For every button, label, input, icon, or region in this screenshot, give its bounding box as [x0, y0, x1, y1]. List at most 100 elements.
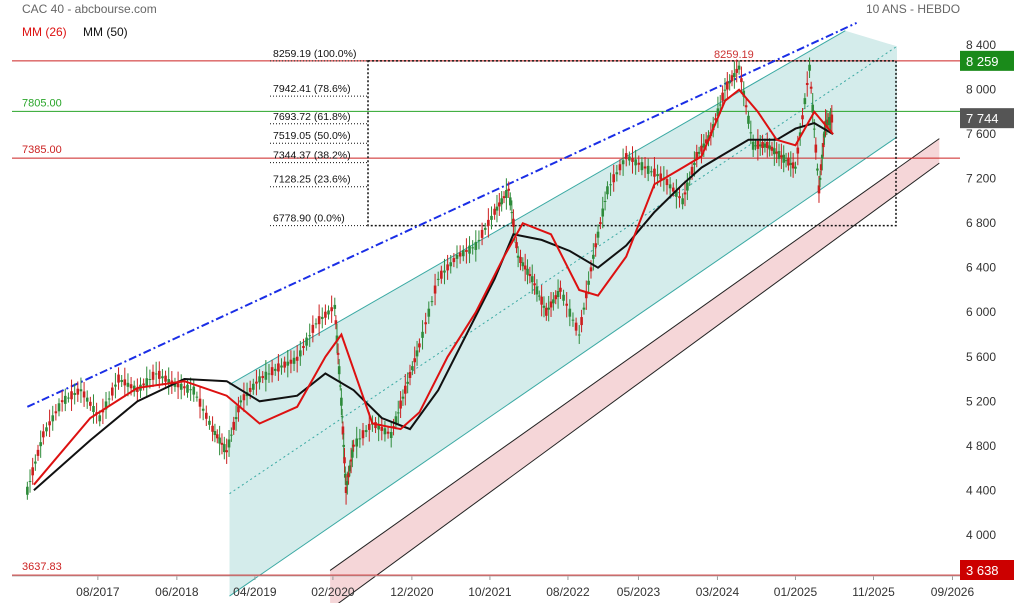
- price-candle: [101, 410, 105, 413]
- fibonacci-retracement: 8259.19 (100.0%) 7942.41 (78.6%) 7693.72 (…: [270, 48, 897, 227]
- price-tag-box: [960, 50, 1014, 71]
- price-candle: [589, 267, 593, 272]
- fibonacci-label: 8259.19 (100.0%): [273, 48, 356, 60]
- price-candle: [756, 140, 760, 149]
- price-candle: [208, 420, 211, 425]
- price-candle: [314, 323, 318, 325]
- price-candle: [347, 473, 350, 478]
- x-tick-label: 06/2018: [155, 585, 199, 599]
- moving-averages: [33, 88, 834, 492]
- price-candle: [763, 143, 767, 148]
- price-candle: [364, 430, 368, 433]
- price-candle: [358, 438, 362, 440]
- price-candle: [335, 335, 339, 342]
- price-candle: [777, 151, 781, 160]
- price-candle: [145, 378, 149, 387]
- price-candle: [668, 184, 672, 189]
- price-candle: [493, 208, 496, 215]
- price-candle: [530, 276, 534, 283]
- price-candle: [176, 383, 180, 388]
- price-candle: [624, 153, 628, 160]
- price-candle: [751, 141, 755, 150]
- price-candle: [126, 382, 130, 387]
- price-candle: [704, 139, 708, 144]
- price-candle: [540, 296, 543, 305]
- price-candle: [51, 415, 55, 422]
- price-candle: [120, 379, 123, 382]
- price-candle: [264, 371, 268, 380]
- y-tick-label: 6 800: [966, 216, 996, 230]
- price-candle: [215, 434, 219, 439]
- price-candle: [791, 162, 795, 169]
- price-candle: [789, 162, 793, 165]
- price-candle: [351, 449, 354, 458]
- price-candle: [252, 383, 255, 390]
- price-candle: [367, 423, 371, 430]
- price-candle: [758, 144, 762, 147]
- channel-fill: [229, 30, 897, 596]
- price-candle: [383, 428, 387, 435]
- price-candle: [726, 81, 729, 90]
- price-candle: [640, 162, 644, 171]
- price-candle: [818, 177, 822, 180]
- price-candle: [36, 449, 40, 456]
- price-candle: [474, 241, 478, 250]
- price-candle: [311, 324, 315, 333]
- price-candle: [805, 82, 809, 86]
- price-candle: [186, 384, 189, 393]
- price-candle: [336, 352, 340, 355]
- price-candle: [320, 316, 324, 319]
- price-candle: [104, 401, 108, 410]
- x-tick-label: 08/2022: [546, 585, 590, 599]
- price-candle: [117, 374, 120, 383]
- price-tag-label: 3 638: [966, 563, 999, 578]
- price-candle: [512, 218, 515, 227]
- price-candle: [205, 412, 208, 419]
- price-candle: [556, 291, 560, 298]
- price-candle: [547, 307, 550, 310]
- price-candle: [507, 188, 511, 191]
- price-candle: [659, 173, 663, 180]
- price-candle: [242, 394, 246, 401]
- price-candle: [643, 166, 647, 169]
- price-candle: [562, 294, 565, 301]
- price-candle: [305, 337, 308, 346]
- price-candle: [747, 115, 750, 124]
- price-candle: [819, 164, 823, 171]
- price-candle: [348, 465, 352, 472]
- price-candle: [461, 250, 465, 257]
- price-candle: [516, 255, 520, 258]
- price-candle: [289, 359, 293, 364]
- x-tick-label: 01/2025: [774, 585, 818, 599]
- price-candle: [656, 174, 659, 177]
- price-candle: [768, 145, 771, 150]
- price-candle: [723, 89, 727, 91]
- price-candle: [455, 254, 459, 259]
- x-tick-label: 05/2023: [617, 585, 661, 599]
- price-candle: [343, 457, 346, 464]
- price-candle: [92, 406, 95, 413]
- price-candle: [825, 119, 829, 126]
- price-candle: [327, 310, 330, 315]
- price-candle: [67, 397, 70, 399]
- price-candle: [57, 403, 61, 412]
- price-candle: [537, 295, 541, 297]
- price-candle: [424, 322, 427, 325]
- price-candle: [535, 286, 539, 295]
- price-candle: [299, 350, 302, 357]
- y-tick-label: 7 200: [966, 172, 996, 186]
- price-candle: [389, 431, 393, 439]
- price-candle: [31, 467, 34, 476]
- price-candle: [728, 81, 731, 84]
- mm26-line: [33, 88, 834, 486]
- price-candle: [333, 304, 337, 309]
- price-candle: [413, 358, 417, 363]
- price-candle: [498, 202, 501, 207]
- price-candle: [533, 283, 536, 286]
- price-candle: [277, 363, 280, 372]
- price-candle: [628, 156, 631, 161]
- price-candle: [28, 481, 32, 483]
- price-candle: [39, 442, 42, 447]
- price-candle: [107, 398, 111, 400]
